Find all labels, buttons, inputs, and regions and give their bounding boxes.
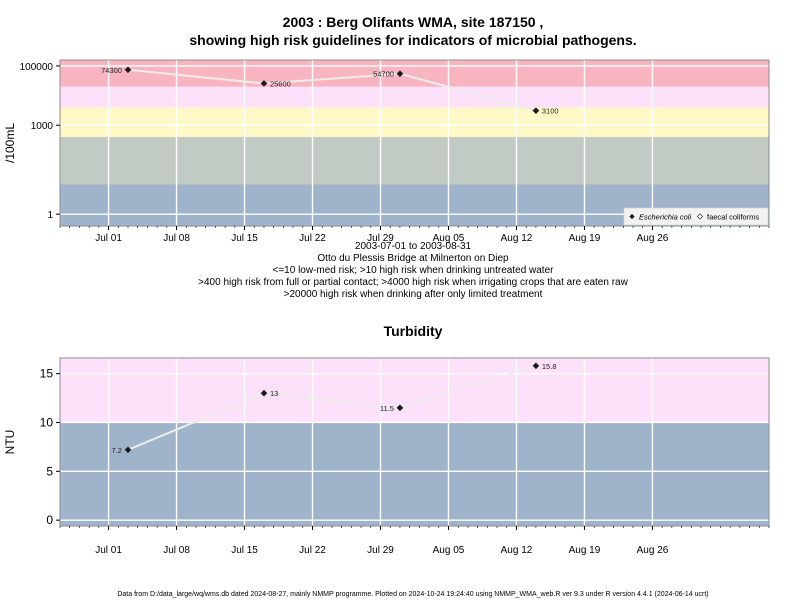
- x-tick-label-5: Aug 05: [433, 545, 465, 556]
- data-point-3: [532, 107, 540, 115]
- x-tick-label-2: Jul 15: [231, 233, 258, 244]
- caption-line-date-range: 2003-07-01 to 2003-08-31: [355, 241, 472, 252]
- page-title-line-1: 2003 : Berg Olifants WMA, site 187150 ,: [283, 14, 544, 30]
- x-tick-label-7: Aug 19: [569, 545, 601, 556]
- x-tick-label-8: Aug 26: [637, 233, 669, 244]
- caption-line-risk-2: >400 high risk from full or partial cont…: [198, 277, 628, 288]
- y-tick-label-3: 15: [40, 367, 54, 381]
- y-tick-label-1: 1000: [31, 121, 54, 132]
- x-tick-label-1: Jul 08: [163, 233, 190, 244]
- y-tick-label-2: 100000: [20, 62, 54, 73]
- risk-band-0: [60, 422, 769, 526]
- series-line-0: [127, 364, 537, 451]
- x-tick-label-6: Aug 12: [501, 545, 533, 556]
- data-label-2: 11.5: [380, 404, 394, 413]
- x-tick-label-0: Jul 01: [95, 233, 122, 244]
- turbidity-panel: Jul 01 Jul 08 Jul 15 Jul 22 Jul 29 Aug 05 Aug …: [3, 357, 770, 556]
- turbidity-title: Turbidity: [384, 323, 443, 339]
- y-axis-label: NTU: [3, 430, 17, 455]
- data-label-2: 54700: [373, 70, 394, 79]
- data-point-3: [532, 362, 540, 370]
- x-tick-label-5: Aug 05: [433, 233, 465, 244]
- data-label-3: 15.8: [542, 362, 557, 371]
- data-label-3: 3100: [542, 107, 559, 116]
- y-tick-label-0: 1: [47, 210, 53, 221]
- data-point-2: [396, 404, 404, 412]
- legend-marker-ecoli: [629, 213, 635, 220]
- data-point-1: [260, 79, 268, 88]
- legend-box: [623, 207, 769, 226]
- y-tick-label-1: 5: [46, 464, 53, 478]
- x-tick-label-8: Aug 26: [637, 545, 669, 556]
- x-tick-label-3: Jul 22: [299, 233, 326, 244]
- caption-line-risk-1: <=10 low-med risk; >10 high risk when dr…: [273, 265, 555, 276]
- data-point-1: [260, 389, 268, 397]
- risk-band-1: [60, 137, 769, 185]
- data-point-0: [124, 446, 132, 454]
- x-tick-label-4: Jul 29: [367, 233, 394, 244]
- x-tick-label-4: Jul 29: [367, 545, 394, 556]
- microbial-panel: Jul 01 Jul 08 Jul 15 Jul 22 Jul 29 Aug 05 Aug …: [3, 59, 770, 244]
- legend-label-faecal: faecal coliforms: [707, 212, 759, 221]
- legend-label-ecoli: Escherichia coli: [639, 212, 691, 221]
- risk-band-3: [60, 86, 769, 108]
- data-point-2: [396, 70, 404, 78]
- plot-frame: [59, 357, 770, 527]
- caption: 2003-07-01 to 2003-08-31 Otto du Plessis…: [198, 241, 628, 300]
- legend-marker-faecal: [696, 213, 704, 220]
- y-tick-label-0: 0: [46, 513, 53, 527]
- footer-note: Data from D:/data_large/wq/wms.db dated …: [117, 591, 708, 598]
- risk-band-1: [60, 358, 769, 423]
- x-tick-label-7: Aug 19: [569, 233, 601, 244]
- x-tick-label-6: Aug 12: [501, 233, 533, 244]
- series-line-0: [127, 68, 537, 112]
- data-label-0: 74300: [101, 66, 122, 75]
- y-axis-label: /100mL: [3, 123, 17, 163]
- x-tick-label-1: Jul 08: [163, 545, 190, 556]
- x-tick-label-0: Jul 01: [95, 545, 122, 556]
- x-tick-label-3: Jul 22: [299, 545, 326, 556]
- x-tick-label-2: Jul 15: [231, 545, 258, 556]
- data-point-0: [124, 66, 132, 74]
- caption-line-site: Otto du Plessis Bridge at Milnerton on D…: [317, 253, 509, 264]
- data-label-1: 13: [270, 389, 278, 398]
- page-title-line-2: showing high risk guidelines for indicat…: [189, 32, 636, 48]
- risk-band-2: [60, 107, 769, 138]
- data-label-1: 25600: [270, 79, 291, 88]
- caption-line-risk-3: >20000 high risk when drinking after onl…: [284, 289, 543, 300]
- plot-frame: [59, 59, 770, 227]
- y-tick-label-2: 10: [40, 415, 54, 429]
- data-label-0: 7.2: [112, 446, 122, 455]
- risk-band-4: [60, 60, 769, 87]
